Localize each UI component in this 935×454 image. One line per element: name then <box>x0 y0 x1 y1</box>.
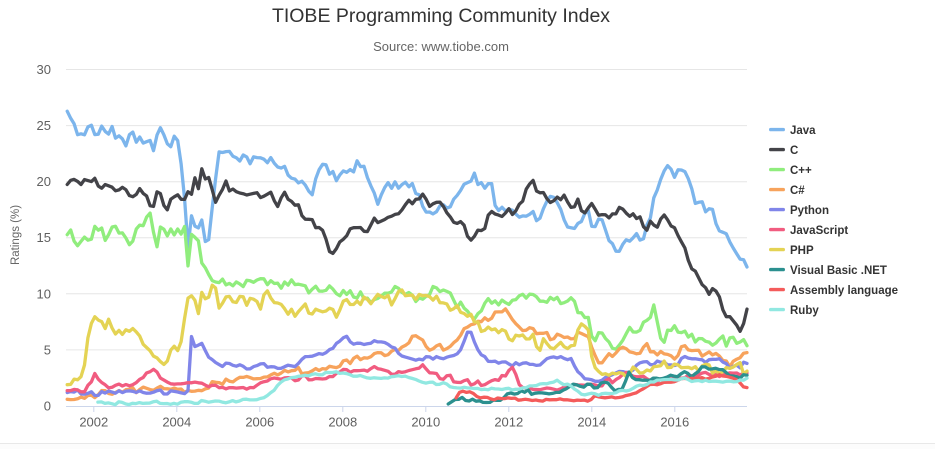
svg-text:20: 20 <box>37 174 51 189</box>
svg-text:2006: 2006 <box>245 415 274 430</box>
svg-text:TIOBE Programming Community In: TIOBE Programming Community Index <box>272 5 610 27</box>
svg-text:Source: www.tiobe.com: Source: www.tiobe.com <box>373 39 509 54</box>
svg-text:0: 0 <box>44 399 51 414</box>
svg-text:Ratings (%): Ratings (%) <box>10 205 22 265</box>
svg-text:2008: 2008 <box>328 415 357 430</box>
svg-text:2016: 2016 <box>660 415 689 430</box>
svg-text:2004: 2004 <box>162 415 191 430</box>
svg-text:C#: C# <box>790 185 805 197</box>
svg-text:2014: 2014 <box>577 415 606 430</box>
svg-text:JavaScript: JavaScript <box>790 225 848 237</box>
svg-text:C++: C++ <box>790 165 812 177</box>
svg-text:PHP: PHP <box>790 245 814 257</box>
svg-text:2012: 2012 <box>494 415 523 430</box>
svg-text:Java: Java <box>790 125 816 137</box>
svg-text:15: 15 <box>37 230 51 245</box>
svg-text:Python: Python <box>790 205 829 217</box>
svg-text:C: C <box>790 145 798 157</box>
svg-text:5: 5 <box>44 342 51 357</box>
svg-text:Assembly language: Assembly language <box>790 285 898 297</box>
svg-text:25: 25 <box>37 118 51 133</box>
svg-text:Ruby: Ruby <box>790 305 819 317</box>
svg-text:30: 30 <box>37 62 51 77</box>
svg-text:10: 10 <box>37 286 51 301</box>
svg-text:2002: 2002 <box>79 415 108 430</box>
svg-text:Visual Basic .NET: Visual Basic .NET <box>790 265 887 277</box>
svg-text:2010: 2010 <box>411 415 440 430</box>
